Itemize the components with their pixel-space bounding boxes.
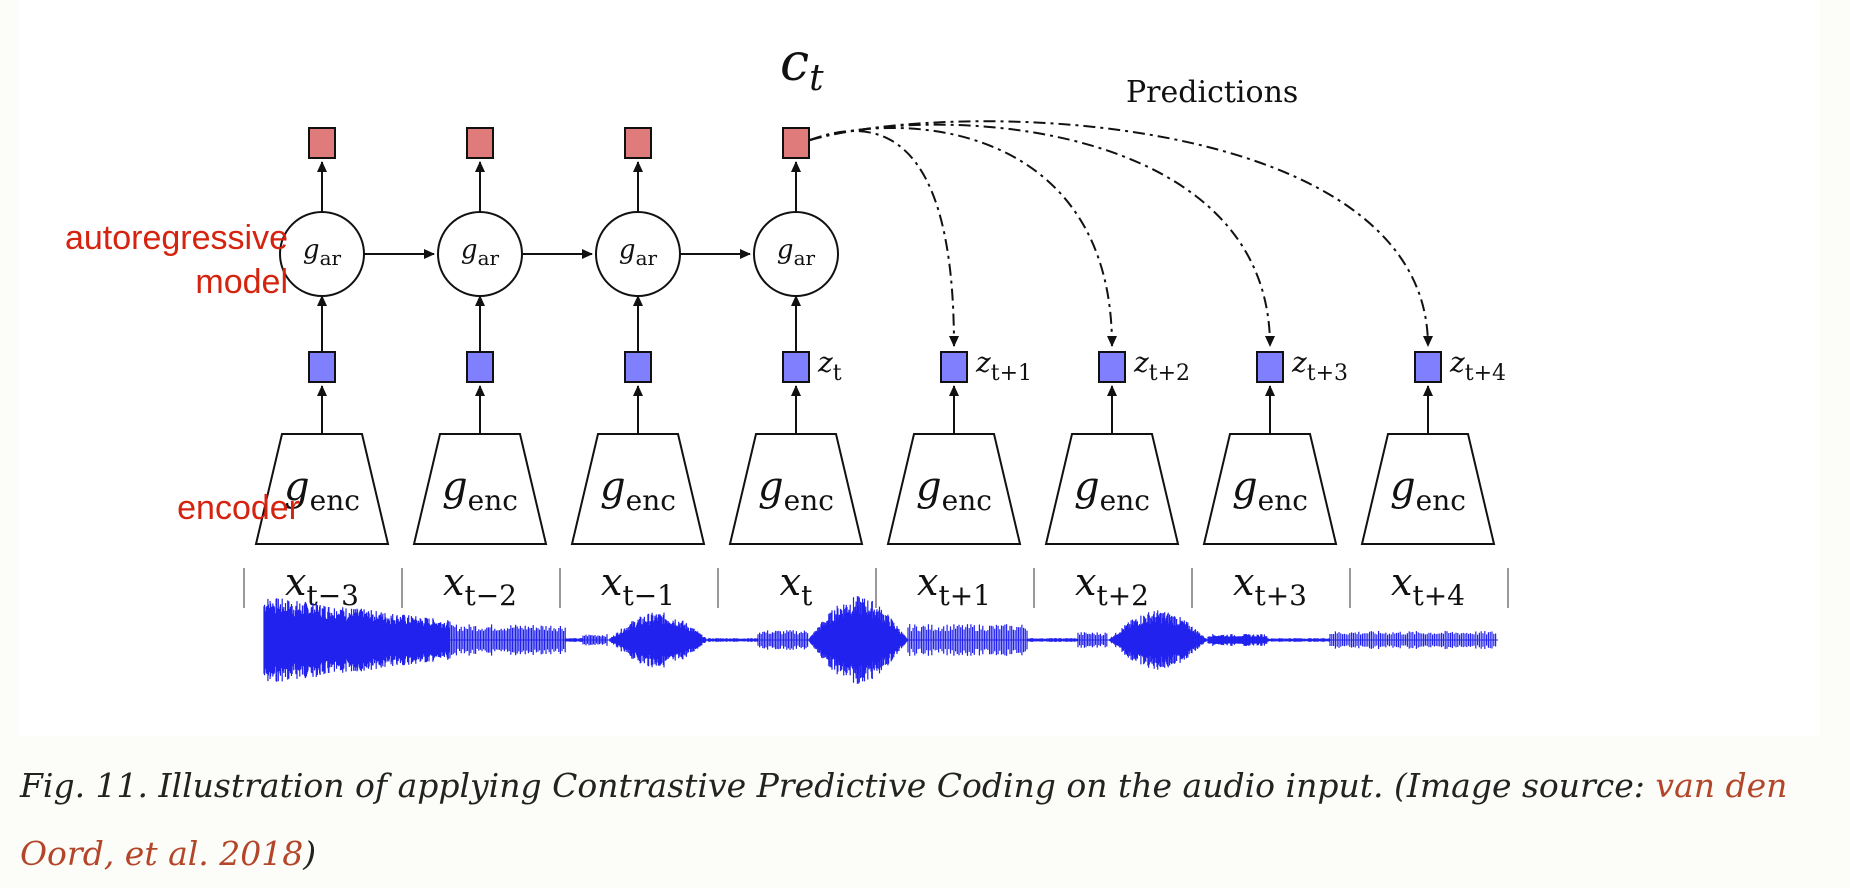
latent-square: [1414, 351, 1442, 383]
cpc-diagram: genc xt−3 gar genc xt−2 gar genc xt−1 gar genc xt z…: [243, 33, 1509, 684]
encoder-node-label: genc: [1232, 464, 1308, 517]
latent-square: [466, 351, 494, 383]
encoder-node-label: genc: [758, 464, 834, 517]
caption-text: Fig. 11. Illustration of applying Contra…: [20, 766, 1656, 805]
encoder-block: [728, 433, 864, 545]
encoder-node-label: genc: [284, 464, 360, 517]
latent-label: zt+2: [1133, 346, 1190, 386]
figure-caption: Fig. 11. Illustration of applying Contra…: [20, 752, 1830, 888]
ar-node-label: gar: [777, 235, 816, 270]
latent-square: [940, 351, 968, 383]
encoder-block: [1360, 433, 1496, 545]
latent-square: [1098, 351, 1126, 383]
input-segment-label: xt+4: [1391, 560, 1465, 612]
latent-square: [624, 351, 652, 383]
input-segment-label: xt−3: [285, 560, 359, 612]
latent-square: [782, 351, 810, 383]
encoder-block: [886, 433, 1022, 545]
encoder-node-label: genc: [916, 464, 992, 517]
ar-node-label: gar: [303, 235, 342, 270]
input-segment-label: xt+1: [917, 560, 991, 612]
latent-square: [308, 351, 336, 383]
input-segment-label: xt+3: [1233, 560, 1307, 612]
input-segment-label: xt−1: [601, 560, 675, 612]
latent-label: zt+1: [975, 346, 1032, 386]
input-segment-label: xt+2: [1075, 560, 1149, 612]
predictions-label: Predictions: [1126, 75, 1298, 110]
input-segment-label: xt: [780, 560, 813, 612]
prediction-arrow: [809, 127, 1117, 347]
encoder-block: [254, 433, 390, 545]
prediction-arrow: [809, 123, 1275, 347]
encoder-block: [1044, 433, 1180, 545]
context-square: [466, 127, 494, 159]
ar-node-label: gar: [619, 235, 658, 270]
cpc-figure: genc xt−3 gar genc xt−2 gar genc xt−1 gar genc xt z…: [18, 0, 1820, 736]
ar-node-label: gar: [461, 235, 500, 270]
encoder-block: [1202, 433, 1338, 545]
encoder-node-label: genc: [600, 464, 676, 517]
prediction-arrow: [809, 120, 1433, 347]
context-square: [308, 127, 336, 159]
autoregressive-label-line1: autoregressive: [64, 219, 288, 257]
autoregressive-label-line2: model: [195, 263, 288, 301]
encoder-node-label: genc: [1390, 464, 1466, 517]
autoregressive-model-label: autoregressive model: [0, 216, 288, 304]
latent-square: [1256, 351, 1284, 383]
encoder-label: encoder: [177, 489, 300, 527]
encoder-node-label: genc: [442, 464, 518, 517]
latent-label: zt+4: [1449, 346, 1506, 386]
latent-label: zt: [817, 346, 842, 386]
caption-close: ): [303, 834, 317, 873]
source-link[interactable]: van den Oord, et al. 2018: [20, 766, 1788, 873]
input-segment-label: xt−2: [443, 560, 517, 612]
latent-label: zt+3: [1291, 346, 1348, 386]
context-square: [624, 127, 652, 159]
audio-waveform: [263, 596, 1498, 684]
encoder-block: [412, 433, 548, 545]
encoder-node-label: genc: [1074, 464, 1150, 517]
encoder-block: [570, 433, 706, 545]
context-label: ct: [780, 33, 824, 99]
context-square: [782, 127, 810, 159]
